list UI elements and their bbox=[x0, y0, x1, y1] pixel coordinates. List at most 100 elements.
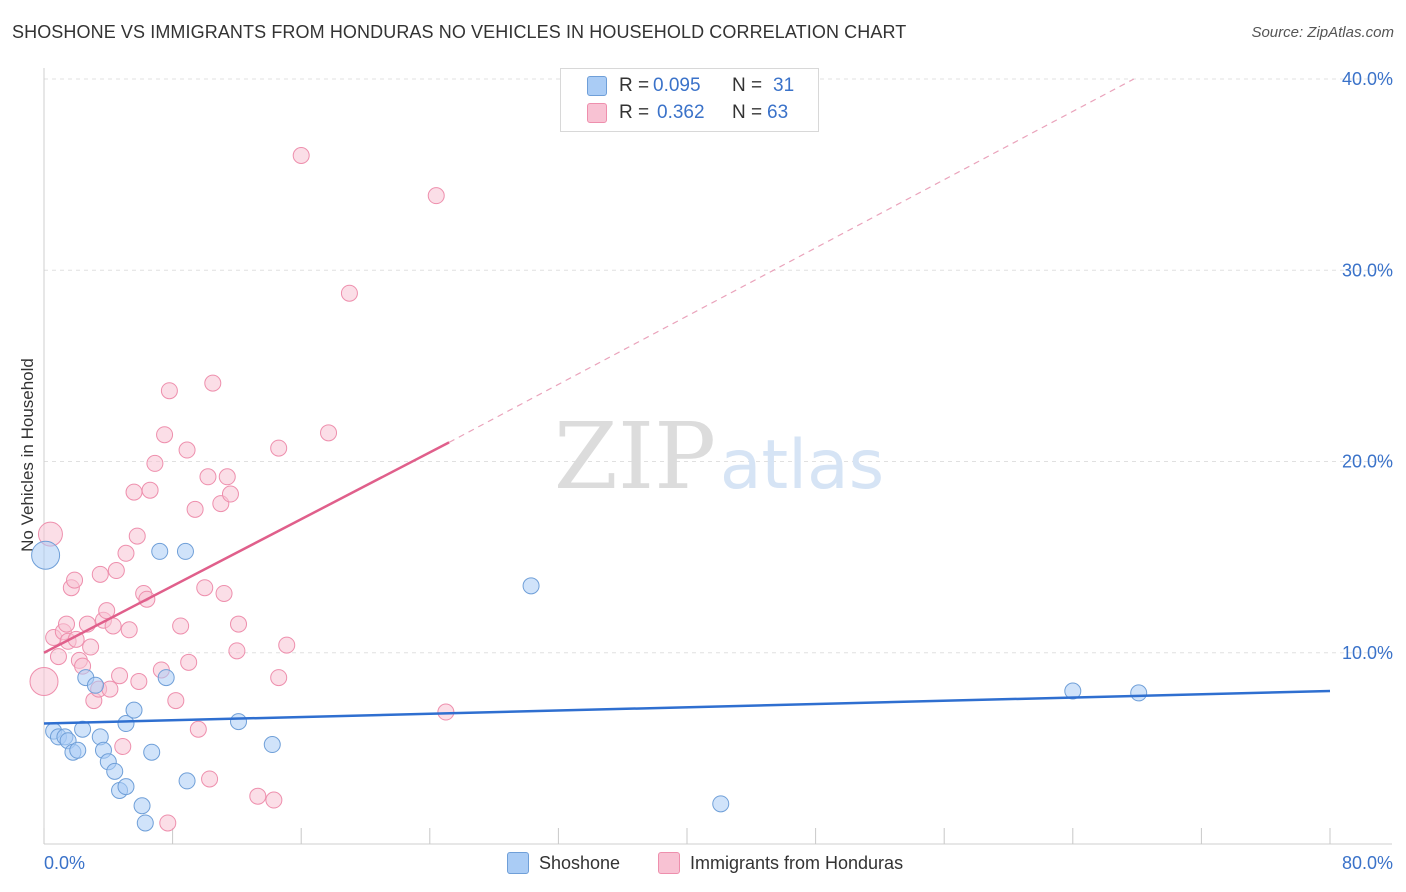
honduras-point bbox=[66, 571, 84, 589]
y-tick-label: 40.0% bbox=[1342, 69, 1393, 89]
honduras-point bbox=[228, 642, 246, 660]
honduras-swatch bbox=[587, 103, 607, 123]
y-tick-label: 30.0% bbox=[1342, 260, 1393, 280]
honduras-point bbox=[130, 672, 148, 690]
honduras-point bbox=[340, 284, 358, 302]
honduras-point bbox=[128, 527, 146, 545]
honduras-point bbox=[29, 666, 59, 696]
r-value: 0.362 bbox=[657, 102, 705, 123]
shoshone-point bbox=[178, 772, 196, 790]
shoshone-trend-line bbox=[43, 689, 1331, 725]
n-label: N = bbox=[732, 75, 763, 96]
shoshone-point bbox=[151, 542, 169, 560]
honduras-point bbox=[221, 485, 239, 503]
shoshone-point bbox=[176, 542, 194, 560]
honduras-point bbox=[292, 147, 310, 164]
shoshone-point bbox=[230, 713, 248, 731]
shoshone-point bbox=[69, 741, 87, 759]
watermark-atlas: atlas bbox=[720, 426, 884, 505]
honduras-point bbox=[196, 579, 214, 597]
shoshone-point bbox=[143, 743, 161, 761]
honduras-point bbox=[58, 615, 76, 633]
honduras-point bbox=[82, 638, 100, 656]
honduras-point bbox=[218, 468, 236, 486]
legend-item-honduras: Immigrants from Honduras bbox=[658, 852, 903, 874]
n-value: 63 bbox=[767, 102, 789, 123]
shoshone-point bbox=[117, 715, 135, 733]
honduras-point bbox=[178, 441, 196, 459]
axes bbox=[43, 68, 1392, 845]
shoshone-point bbox=[522, 577, 540, 595]
chart-title: SHOSHONE VS IMMIGRANTS FROM HONDURAS NO … bbox=[12, 22, 907, 42]
y-tick-label: 20.0% bbox=[1342, 452, 1393, 472]
honduras-point bbox=[265, 791, 283, 809]
shoshone-point bbox=[1130, 684, 1148, 702]
honduras-point bbox=[141, 481, 159, 499]
watermark: ZIP atlas bbox=[554, 403, 884, 510]
shoshone-point bbox=[125, 701, 143, 719]
legend-label: Immigrants from Honduras bbox=[690, 852, 904, 873]
shoshone-point bbox=[712, 795, 730, 813]
honduras-trend-extension bbox=[448, 78, 1135, 443]
honduras-point bbox=[199, 468, 217, 486]
shoshone-point bbox=[106, 762, 124, 780]
honduras-point bbox=[201, 770, 219, 788]
honduras-point bbox=[111, 667, 129, 685]
n-value: 31 bbox=[773, 75, 795, 96]
x-tick-label: 80.0% bbox=[1342, 853, 1393, 873]
honduras-swatch bbox=[658, 852, 680, 874]
tick-labels: 10.0% 20.0% 30.0% 40.0% 0.0% 80.0% bbox=[44, 69, 1393, 873]
honduras-point bbox=[159, 814, 177, 832]
shoshone-point bbox=[157, 669, 175, 687]
honduras-point bbox=[204, 374, 222, 392]
honduras-point bbox=[120, 621, 138, 639]
honduras-trend-line bbox=[43, 441, 450, 654]
honduras-point bbox=[427, 187, 445, 205]
shoshone-point bbox=[133, 797, 151, 815]
honduras-point bbox=[270, 669, 288, 687]
correlation-legend: R = 0.095 N = 31 R = 0.362 N = 63 bbox=[560, 68, 819, 132]
honduras-point bbox=[278, 636, 296, 654]
honduras-point bbox=[91, 565, 109, 583]
honduras-point bbox=[230, 615, 248, 633]
watermark-zip: ZIP bbox=[554, 403, 716, 510]
honduras-point bbox=[98, 602, 116, 620]
shoshone-point bbox=[86, 676, 104, 694]
x-tick-label: 0.0% bbox=[44, 853, 85, 873]
trend-lines bbox=[43, 78, 1331, 725]
gridlines bbox=[44, 78, 1392, 654]
shoshone-point bbox=[74, 720, 92, 738]
honduras-point bbox=[114, 737, 132, 755]
shoshone-point bbox=[31, 540, 61, 570]
shoshone-point bbox=[136, 814, 154, 832]
honduras-point bbox=[189, 720, 207, 738]
legend-label: Shoshone bbox=[539, 852, 621, 873]
honduras-point bbox=[186, 500, 204, 518]
honduras-point bbox=[180, 653, 198, 671]
honduras-point bbox=[117, 544, 135, 562]
shoshone-point bbox=[263, 736, 281, 754]
honduras-point bbox=[160, 382, 178, 400]
honduras-point bbox=[49, 648, 67, 666]
shoshone-swatch bbox=[507, 852, 529, 874]
honduras-point bbox=[146, 454, 164, 472]
r-value: 0.095 bbox=[653, 75, 701, 96]
n-label: N = bbox=[732, 102, 763, 123]
honduras-point bbox=[270, 439, 288, 457]
r-label: R = bbox=[619, 102, 650, 123]
shoshone-point bbox=[117, 778, 135, 796]
shoshone-point bbox=[1064, 682, 1082, 700]
honduras-point bbox=[156, 426, 174, 444]
shoshone-swatch bbox=[587, 76, 607, 96]
honduras-point bbox=[320, 424, 338, 442]
honduras-point bbox=[172, 617, 190, 635]
honduras-points bbox=[29, 147, 455, 832]
honduras-point bbox=[107, 562, 125, 580]
honduras-point bbox=[101, 680, 119, 698]
honduras-point bbox=[167, 692, 185, 710]
honduras-point bbox=[249, 787, 267, 805]
honduras-point bbox=[125, 483, 143, 501]
honduras-point bbox=[215, 584, 233, 602]
source-credit: Source: ZipAtlas.com bbox=[1251, 24, 1394, 41]
